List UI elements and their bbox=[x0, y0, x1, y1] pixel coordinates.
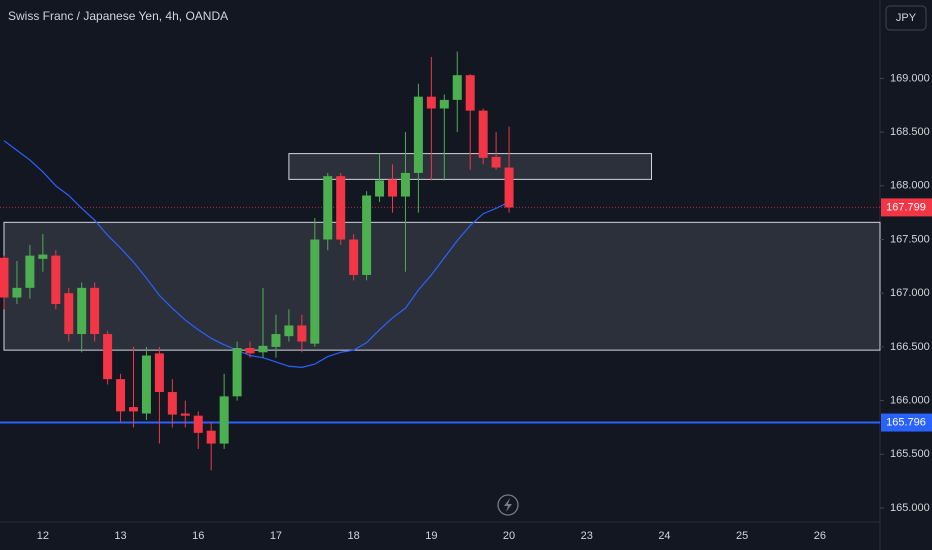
candle-body bbox=[180, 413, 190, 416]
candle-body bbox=[25, 255, 35, 288]
currency-label: JPY bbox=[896, 12, 917, 24]
plot bbox=[0, 51, 881, 471]
candle-body bbox=[116, 379, 126, 412]
moving-average bbox=[3, 140, 510, 368]
candle-body bbox=[12, 287, 22, 298]
candle-body bbox=[64, 293, 74, 335]
candle-body bbox=[439, 99, 449, 109]
candle-body bbox=[258, 345, 268, 353]
candle-body bbox=[310, 239, 320, 344]
y-tick-label: 165.500 bbox=[890, 448, 930, 460]
candle-body bbox=[336, 176, 346, 240]
x-tick-label: 13 bbox=[114, 530, 126, 542]
x-tick-label: 23 bbox=[581, 530, 593, 542]
candle-body bbox=[413, 96, 423, 173]
candle-body bbox=[141, 355, 151, 414]
currency-button[interactable] bbox=[885, 5, 927, 31]
candle-body bbox=[271, 334, 281, 347]
candle-body bbox=[77, 287, 87, 335]
candle-body bbox=[491, 156, 501, 168]
price-tag bbox=[881, 413, 932, 432]
x-tick-label: 12 bbox=[37, 530, 49, 542]
candle-body bbox=[0, 257, 9, 298]
x-tick-label: 26 bbox=[814, 530, 826, 542]
candle-body bbox=[51, 255, 61, 304]
candle-body bbox=[219, 396, 229, 444]
x-tick-label: 18 bbox=[348, 530, 360, 542]
candle-body bbox=[154, 353, 164, 393]
y-tick-label: 167.000 bbox=[890, 287, 930, 299]
candle-body bbox=[297, 325, 307, 342]
candle-body bbox=[426, 96, 436, 109]
candle-body bbox=[362, 195, 372, 275]
lightning-icon[interactable] bbox=[497, 494, 519, 516]
candle-body bbox=[167, 392, 177, 415]
y-tick-label: 168.000 bbox=[890, 180, 930, 192]
y-tick-label: 166.000 bbox=[890, 395, 930, 407]
candle-body bbox=[323, 176, 333, 240]
candle-body bbox=[400, 172, 410, 197]
candle-body bbox=[452, 75, 462, 100]
y-tick-label: 168.500 bbox=[890, 126, 930, 138]
candle-body bbox=[232, 348, 242, 397]
x-tick-label: 24 bbox=[658, 530, 670, 542]
y-tick-label: 166.500 bbox=[890, 341, 930, 353]
y-tick-label: 165.000 bbox=[890, 502, 930, 514]
x-tick-label: 17 bbox=[270, 530, 282, 542]
chart-title: Swiss Franc / Japanese Yen, 4h, OANDA bbox=[8, 9, 228, 23]
candle-body bbox=[38, 254, 48, 259]
candle-body bbox=[90, 287, 100, 335]
candle-body bbox=[245, 348, 255, 354]
candle-body bbox=[375, 180, 385, 197]
candle-body bbox=[478, 110, 488, 158]
candle-body bbox=[103, 334, 113, 380]
zone bbox=[3, 221, 881, 351]
candle-body bbox=[129, 407, 138, 412]
candle-body bbox=[465, 75, 475, 111]
price-tag-label: 167.799 bbox=[886, 201, 926, 213]
price-tag-label: 165.796 bbox=[886, 416, 926, 428]
candle-body bbox=[193, 415, 203, 433]
y-tick-label: 167.500 bbox=[890, 233, 930, 245]
x-tick-label: 25 bbox=[736, 530, 748, 542]
candle-body bbox=[349, 239, 359, 275]
candle-body bbox=[504, 167, 514, 208]
x-tick-label: 20 bbox=[503, 530, 515, 542]
candle-body bbox=[206, 430, 216, 444]
x-tick-label: 19 bbox=[425, 530, 437, 542]
y-tick-label: 169.000 bbox=[890, 72, 930, 84]
x-tick-label: 16 bbox=[192, 530, 204, 542]
candle-body bbox=[284, 325, 294, 337]
candle-body bbox=[388, 179, 397, 197]
price-tag bbox=[881, 198, 932, 217]
